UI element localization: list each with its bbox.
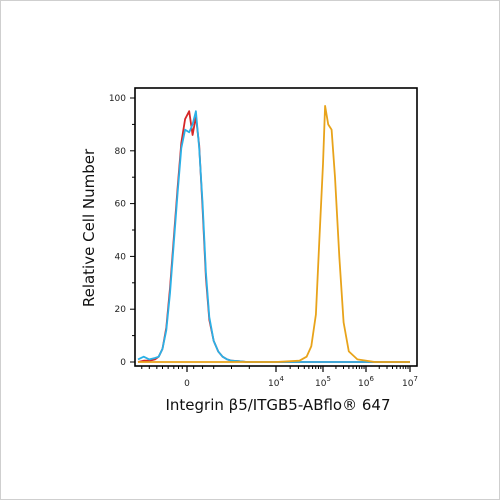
y-tick-label: 100 xyxy=(109,94,126,104)
x-axis-ticks: 0 104 105 106 107 xyxy=(141,366,418,389)
y-tick-label: 40 xyxy=(115,252,127,262)
y-tick-label: 80 xyxy=(115,147,127,157)
x-tick-exponent: 4 xyxy=(279,375,284,383)
x-tick-exponent: 5 xyxy=(326,375,330,383)
x-axis-title: Integrin β5/ITGB5-ABflo® 647 xyxy=(165,396,390,414)
x-tick-base: 0 xyxy=(184,379,190,389)
x-tick-base: 10 xyxy=(402,379,414,389)
y-tick-label: 20 xyxy=(115,305,127,315)
y-axis-ticks: 0 20 40 60 80 100 xyxy=(109,94,135,368)
y-tick-label: 0 xyxy=(120,358,126,368)
x-tick-exponent: 6 xyxy=(369,375,374,383)
y-axis-title: Relative Cell Number xyxy=(80,148,98,307)
x-tick-label: 105 xyxy=(315,375,331,389)
x-tick-base: 10 xyxy=(358,379,370,389)
x-tick-base: 10 xyxy=(268,379,280,389)
x-tick-label: 104 xyxy=(268,375,284,389)
x-tick-label: 107 xyxy=(402,375,418,389)
x-tick-label: 106 xyxy=(358,375,374,389)
x-tick-base: 10 xyxy=(315,379,327,389)
plot-area xyxy=(134,87,418,367)
x-tick-exponent: 7 xyxy=(413,375,417,383)
histogram-series-3 xyxy=(138,105,410,363)
x-tick-label: 0 xyxy=(184,379,190,389)
series-layer xyxy=(137,105,410,363)
y-tick-label: 60 xyxy=(115,200,127,210)
